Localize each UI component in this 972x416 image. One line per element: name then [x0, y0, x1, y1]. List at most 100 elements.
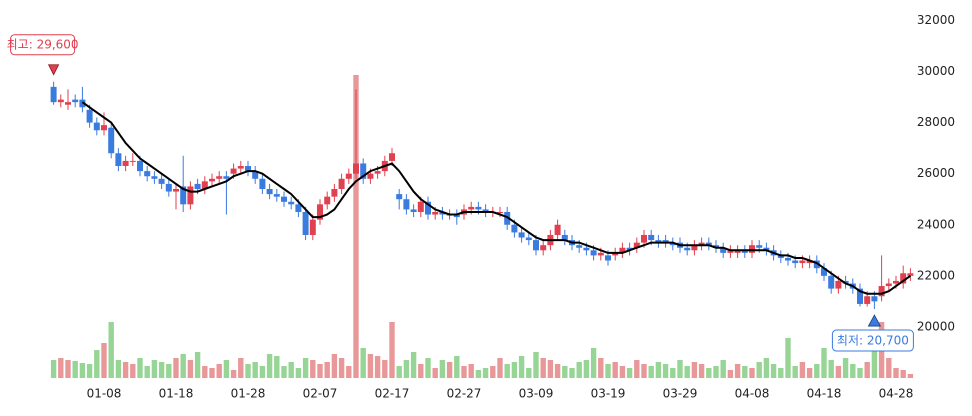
- volume-bar: [612, 362, 618, 378]
- volume-bar: [655, 362, 662, 378]
- candle-body: [900, 273, 907, 284]
- candle-body: [396, 194, 403, 200]
- volume-bar: [367, 354, 374, 378]
- candle-body: [821, 268, 827, 276]
- candle-body: [633, 242, 640, 248]
- volume-bar: [403, 360, 410, 378]
- candle-body: [453, 214, 460, 218]
- candle-body: [72, 99, 79, 103]
- volume-bar: [626, 368, 633, 378]
- candle-body: [590, 250, 597, 256]
- candle-body: [655, 240, 662, 243]
- volume-bar: [137, 358, 143, 378]
- candle-body: [857, 288, 863, 304]
- candle-body: [475, 206, 482, 210]
- volume-bar: [619, 366, 626, 378]
- volume-bar: [497, 358, 503, 378]
- candle-body: [273, 194, 280, 197]
- volume-bar: [230, 370, 237, 378]
- candle-body: [749, 245, 755, 253]
- volume-bar: [576, 362, 582, 378]
- candle-body: [504, 211, 511, 225]
- volume-bar: [144, 366, 150, 378]
- volume-bar: [900, 370, 906, 378]
- min-label: 최저: 20,700: [837, 334, 909, 348]
- x-tick-label: 04-08: [735, 387, 770, 401]
- volume-bar: [353, 75, 359, 378]
- volume-bar: [799, 362, 806, 378]
- candle-body: [115, 153, 122, 167]
- volume-bar: [310, 360, 316, 378]
- candle-body: [727, 250, 734, 253]
- volume-bar: [79, 363, 86, 378]
- candle-body: [403, 199, 410, 210]
- volume-bar: [742, 366, 748, 378]
- candle-body: [619, 247, 626, 253]
- candle-body: [173, 189, 179, 192]
- candle-body: [108, 127, 115, 154]
- volume-bar: [893, 368, 899, 378]
- y-tick-label: 26000: [917, 166, 955, 180]
- volume-bar: [266, 354, 273, 378]
- candle-body: [785, 257, 791, 261]
- volume-bar: [727, 370, 734, 378]
- candle-body: [295, 204, 302, 212]
- candle-body: [201, 181, 208, 189]
- x-tick-label: 01-08: [87, 387, 122, 401]
- volume-bar: [180, 354, 186, 378]
- volume-bar: [821, 348, 827, 378]
- volume-bar: [857, 368, 863, 378]
- candle-body: [410, 209, 417, 212]
- volume-bar: [691, 362, 698, 378]
- volume-bar: [65, 360, 71, 378]
- candle-body: [230, 168, 237, 174]
- candle-body: [93, 122, 100, 131]
- volume-bar: [482, 368, 489, 378]
- candle-body: [756, 245, 763, 248]
- max-label-box: [10, 34, 76, 56]
- volume-bar: [684, 366, 690, 378]
- candle-body: [137, 160, 143, 172]
- volume-bar: [396, 366, 402, 378]
- candle-body: [194, 183, 201, 189]
- volume-bar: [50, 360, 57, 378]
- volume-bar: [562, 366, 568, 378]
- volume-bar: [346, 366, 352, 378]
- volume-bar: [526, 368, 532, 378]
- volume-bar: [238, 358, 244, 378]
- volume-bar: [410, 352, 417, 378]
- max-label: 최고: 29,600: [7, 38, 79, 52]
- volume-bar: [166, 364, 172, 378]
- candle-body: [309, 219, 316, 235]
- candle-body: [50, 86, 57, 103]
- candle-body: [216, 176, 223, 179]
- candle-body: [893, 280, 899, 284]
- volume-bar: [749, 368, 755, 378]
- volume-bar: [662, 364, 669, 378]
- candle-body: [158, 178, 165, 184]
- candle-body: [425, 201, 431, 215]
- y-tick-label: 20000: [917, 319, 955, 333]
- volume-bar: [547, 360, 554, 378]
- volume-bar: [792, 366, 798, 378]
- volume-bar: [533, 352, 539, 378]
- volume-bar: [223, 360, 230, 378]
- volume-bar: [446, 362, 453, 378]
- volume-bar: [173, 358, 179, 378]
- candle-body: [122, 160, 129, 167]
- candle-body: [763, 247, 770, 251]
- candle-body: [288, 201, 295, 205]
- candle-body: [151, 176, 158, 179]
- volume-bar: [101, 343, 107, 378]
- candle-body: [597, 252, 604, 256]
- volume-bar: [907, 374, 914, 378]
- x-tick-label: 04-18: [807, 387, 842, 401]
- volume-bar: [504, 364, 510, 378]
- candle-body: [720, 247, 727, 253]
- candle-body: [345, 173, 352, 179]
- candle-body: [741, 250, 748, 253]
- candle-body: [417, 201, 424, 212]
- volume-bar: [202, 366, 208, 378]
- candle-body: [439, 211, 446, 215]
